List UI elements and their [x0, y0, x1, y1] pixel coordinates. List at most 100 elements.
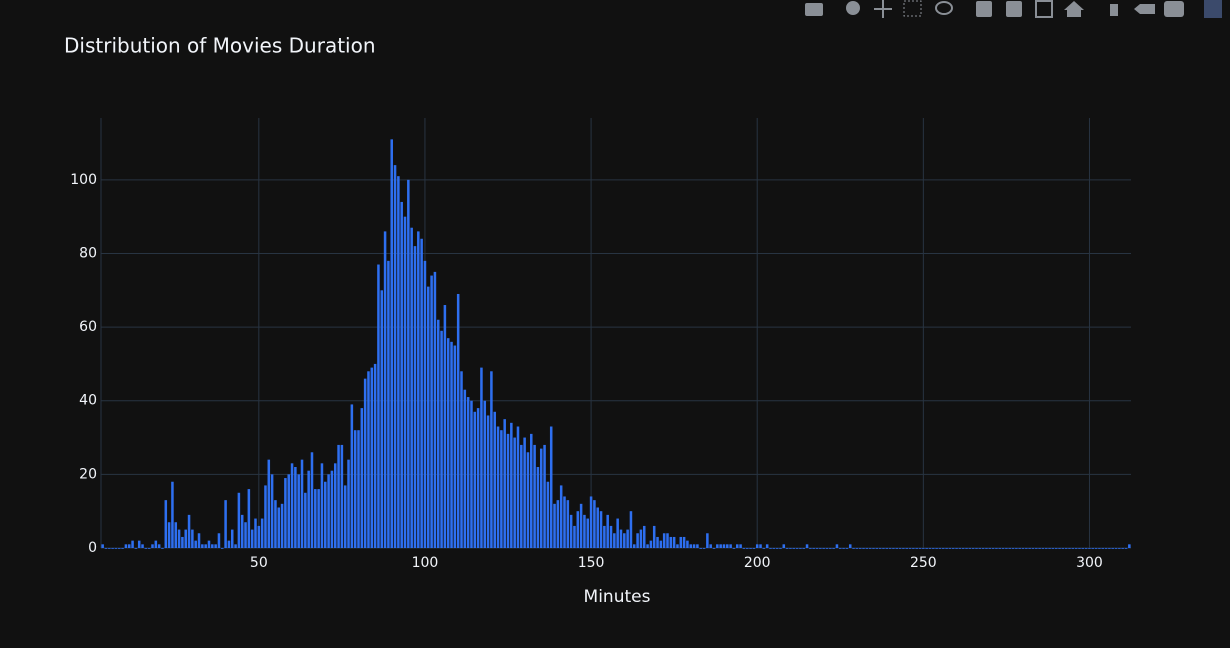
bar: [446, 338, 450, 548]
bar: [476, 408, 480, 548]
bar: [1045, 548, 1048, 549]
bar: [121, 548, 124, 549]
bar: [104, 548, 108, 549]
bar: [878, 548, 882, 549]
bar: [862, 548, 865, 549]
bar: [440, 330, 443, 548]
bar: [549, 426, 553, 548]
bar: [297, 474, 300, 548]
bar: [147, 548, 151, 549]
bar: [207, 540, 211, 548]
bar: [333, 463, 337, 548]
bar: [506, 433, 510, 548]
bar: [536, 467, 540, 548]
bar: [1104, 548, 1108, 549]
bar: [593, 500, 596, 548]
bar: [858, 548, 862, 549]
x-tick-label: 150: [578, 555, 605, 571]
bar: [1041, 548, 1045, 549]
pan-icon[interactable]: [874, 0, 892, 18]
bar: [606, 514, 609, 548]
bar: [1028, 548, 1031, 549]
bar: [1008, 548, 1011, 549]
bar: [270, 474, 274, 548]
bar: [1098, 548, 1101, 549]
bar: [726, 544, 729, 548]
bar: [320, 463, 324, 548]
bar: [958, 548, 962, 549]
bar: [573, 525, 576, 548]
bar: [722, 544, 726, 548]
bar: [134, 548, 138, 549]
bar: [782, 544, 786, 548]
bar: [324, 481, 327, 548]
bar: [1114, 548, 1118, 549]
bar: [868, 548, 872, 549]
y-tick-label: 100: [70, 172, 97, 188]
bar: [1064, 548, 1068, 549]
bar: [280, 503, 284, 548]
bar: [819, 548, 822, 549]
box-select-icon[interactable]: [903, 0, 922, 17]
bar: [1091, 548, 1095, 549]
bar: [1088, 548, 1091, 549]
bar: [211, 544, 214, 548]
bar: [287, 474, 290, 548]
bar: [177, 529, 181, 548]
spike-icon[interactable]: [1110, 4, 1118, 16]
camera-icon[interactable]: [805, 3, 823, 16]
bar: [304, 492, 307, 548]
bar: [652, 525, 656, 548]
zoom-in-icon[interactable]: [976, 1, 992, 17]
modebar: [805, 0, 1222, 18]
hover-closest-icon[interactable]: [1134, 4, 1155, 14]
zoom-out-icon[interactable]: [1006, 1, 1022, 17]
bar: [137, 540, 141, 548]
hover-compare-icon[interactable]: [1164, 1, 1184, 17]
bar: [603, 525, 606, 548]
bar: [712, 548, 716, 549]
bar: [1018, 548, 1021, 549]
y-tick-label: 40: [79, 393, 97, 409]
bar: [523, 437, 526, 548]
bar: [968, 548, 972, 549]
bar: [1051, 548, 1055, 549]
bar: [503, 419, 506, 548]
bar: [623, 533, 626, 548]
bar: [546, 481, 550, 548]
bar: [171, 481, 174, 548]
bar: [576, 511, 580, 548]
bar: [955, 548, 958, 549]
autoscale-icon[interactable]: [1035, 0, 1053, 18]
bar: [948, 548, 952, 549]
plotly-logo[interactable]: [1204, 0, 1222, 18]
bar: [127, 544, 131, 548]
bar: [599, 511, 603, 548]
bar: [403, 216, 407, 549]
bar: [264, 485, 267, 548]
bar: [294, 467, 297, 548]
bar: [998, 548, 1002, 549]
bar: [938, 548, 942, 549]
reset-icon[interactable]: [1064, 1, 1084, 17]
bar: [164, 500, 168, 548]
bar: [1108, 548, 1111, 549]
bar: [1001, 548, 1005, 549]
bar: [825, 548, 829, 549]
bar: [755, 544, 759, 548]
bar: [1094, 548, 1098, 549]
bar: [918, 548, 922, 549]
bar: [456, 293, 460, 548]
bar: [908, 548, 912, 549]
bar: [785, 548, 789, 549]
bar: [805, 544, 809, 548]
bar: [367, 371, 370, 548]
zoom-icon[interactable]: [846, 1, 860, 15]
bar: [274, 500, 277, 548]
bar: [1061, 548, 1065, 549]
bar: [380, 290, 384, 548]
bar: [619, 529, 623, 548]
lasso-icon[interactable]: [935, 1, 953, 15]
bar: [988, 548, 992, 549]
bar: [330, 470, 334, 548]
